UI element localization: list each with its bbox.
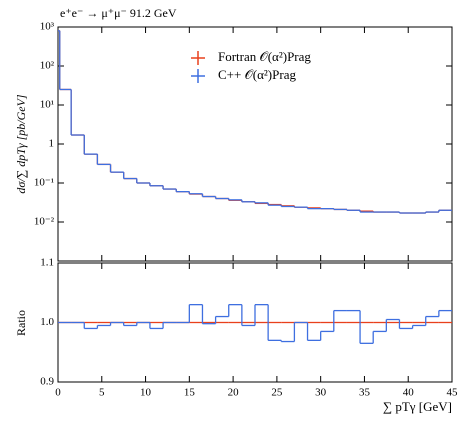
x-tick-label: 0 (55, 387, 61, 399)
x-tick-label: 45 (447, 387, 459, 399)
series-group (58, 303, 452, 344)
y-tick-label: 10¹ (40, 99, 54, 111)
x-tick-label: 15 (184, 387, 196, 399)
x-tick-label: 5 (99, 387, 105, 399)
y-tick-label: 10⁻² (34, 216, 55, 228)
x-tick-label: 25 (271, 387, 283, 399)
y-tick-label: 10² (40, 60, 55, 72)
x-axis-label: ∑ pTγ [GeV] (383, 399, 452, 414)
y-tick-label: 1.1 (40, 257, 54, 269)
y-tick-label: 10⁻¹ (34, 177, 54, 189)
x-tick-label: 30 (315, 387, 327, 399)
y-tick-label: 10³ (40, 21, 55, 33)
x-tick-label: 35 (359, 387, 371, 399)
y-tick-label: 0.9 (40, 376, 54, 388)
x-tick-label: 40 (403, 387, 415, 399)
series-group (58, 30, 452, 214)
x-tick-label: 10 (140, 387, 152, 399)
y-axis-label: Ratio (14, 310, 28, 336)
chart-title: e⁺e⁻ → μ⁺μ⁻ 91.2 GeV (60, 6, 177, 20)
y-tick-label: 1 (49, 138, 55, 150)
legend-label: C++ 𝒪(α²)Prag (218, 67, 296, 82)
y-axis-label: dσ/∑ dpTγ [pb/GeV] (14, 94, 28, 194)
x-tick-label: 20 (228, 387, 240, 399)
y-tick-label: 1.0 (40, 316, 54, 328)
legend-label: Fortran 𝒪(α²)Prag (218, 49, 311, 64)
